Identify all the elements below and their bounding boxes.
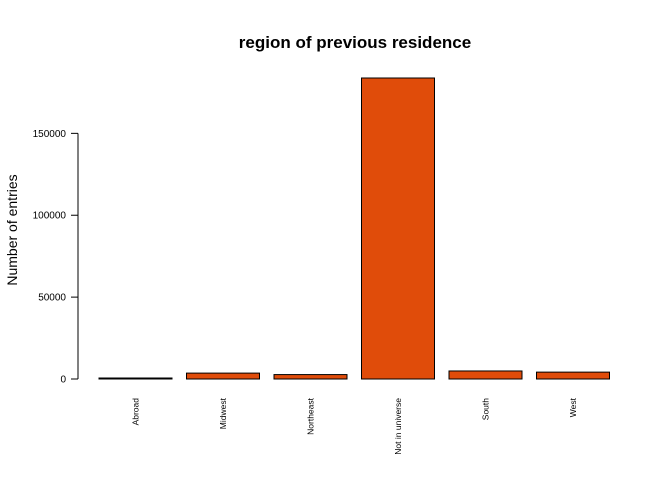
bar-midwest bbox=[186, 372, 260, 380]
y-axis-label: Number of entries bbox=[4, 174, 20, 285]
y-tick-label: 150000 bbox=[33, 129, 67, 140]
x-tick-label: West bbox=[568, 397, 578, 417]
x-tick-label: Not in universe bbox=[393, 398, 403, 455]
bar-northeast bbox=[273, 374, 348, 380]
x-tick-label: Midwest bbox=[218, 397, 228, 429]
x-tick-label: Northeast bbox=[306, 397, 316, 434]
y-tick-label: 100000 bbox=[33, 211, 67, 222]
bar-south bbox=[448, 370, 523, 380]
bars-group bbox=[98, 77, 610, 380]
chart-title: region of previous residence bbox=[239, 33, 471, 52]
y-tick-label: 50000 bbox=[38, 293, 66, 304]
bar-west bbox=[536, 371, 610, 380]
x-tick-labels: Abroad Midwest Northeast Not in universe Sou… bbox=[131, 397, 579, 454]
y-tick-label: 0 bbox=[60, 375, 66, 386]
bar-not-in-universe bbox=[361, 77, 435, 380]
x-tick-label: South bbox=[481, 398, 491, 420]
y-axis: 0 50000 100000 150000 bbox=[33, 129, 79, 386]
bar-abroad bbox=[98, 377, 173, 380]
x-tick-label: Abroad bbox=[131, 398, 141, 426]
